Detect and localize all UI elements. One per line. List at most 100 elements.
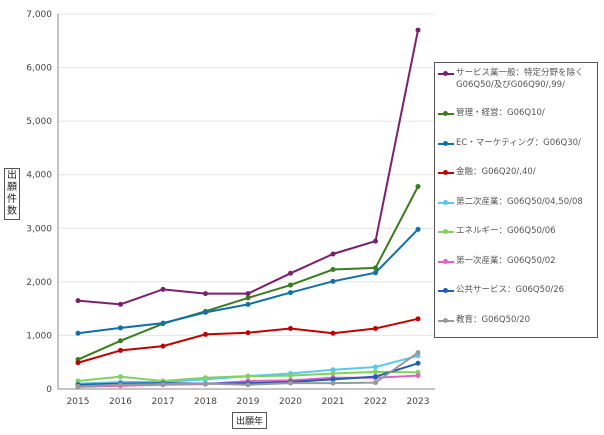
data-point xyxy=(415,373,421,379)
data-point xyxy=(118,374,123,380)
legend-swatch xyxy=(438,140,454,146)
data-point xyxy=(330,367,336,373)
data-point xyxy=(373,380,378,386)
x-tick-label: 2016 xyxy=(109,397,132,407)
data-point xyxy=(118,347,123,353)
data-point xyxy=(415,27,421,33)
data-point xyxy=(373,265,378,271)
data-point xyxy=(415,184,421,189)
legend-swatch xyxy=(438,71,454,76)
legend-label: 第二次産業：G06Q50/04,50/08 xyxy=(456,196,583,207)
y-tick-label: 0 xyxy=(46,385,52,395)
data-point xyxy=(245,373,251,379)
x-tick-label: 2015 xyxy=(67,397,90,407)
data-point xyxy=(330,278,336,284)
data-point xyxy=(75,383,81,389)
data-point xyxy=(373,325,378,331)
data-point xyxy=(160,320,166,326)
y-tick-label: 5,000 xyxy=(26,117,52,127)
data-point xyxy=(203,331,208,337)
legend-item: EC・マーケティング：G06Q30/ xyxy=(438,137,594,167)
legend-swatch xyxy=(438,317,454,323)
legend-item: 公共サービス：G06Q50/26 xyxy=(438,284,594,314)
legend-swatch xyxy=(438,229,454,234)
x-axis-label: 出願年 xyxy=(232,412,268,429)
data-point xyxy=(415,360,421,366)
legend-label: 金融：G06Q20/,40/ xyxy=(456,167,536,177)
legend-label: EC・マーケティング：G06Q30/ xyxy=(456,137,581,148)
data-point xyxy=(160,286,166,292)
legend-label: 管理・経営：G06Q10/ xyxy=(456,108,545,118)
data-point xyxy=(245,382,251,388)
legend-swatch xyxy=(438,111,454,116)
y-tick-label: 3,000 xyxy=(26,224,52,234)
legend-item: エネルギー：G06Q50/06 xyxy=(438,225,594,255)
series-line xyxy=(75,226,421,336)
data-point xyxy=(160,381,166,387)
data-point xyxy=(288,290,293,296)
x-tick-label: 2018 xyxy=(194,397,217,407)
series-line xyxy=(75,350,421,389)
legend: サービス業一般：特定分野を除くG06Q50/及びG06Q90/,99/管理・経営… xyxy=(434,62,598,338)
series-path xyxy=(77,317,419,364)
x-tick-label: 2023 xyxy=(407,397,430,407)
data-point xyxy=(118,338,123,344)
series-path xyxy=(77,228,419,335)
data-point xyxy=(245,330,251,336)
data-point xyxy=(373,374,378,380)
y-tick-label: 2,000 xyxy=(26,278,52,288)
x-tick-label: 2017 xyxy=(152,397,175,407)
data-point xyxy=(373,369,378,375)
data-point xyxy=(118,382,123,388)
x-tick-label: 2020 xyxy=(279,397,302,407)
data-point xyxy=(245,301,251,307)
data-point xyxy=(75,360,81,366)
legend-label: サービス業一般：特定分野を除くG06Q50/及びG06Q90/,99/ xyxy=(456,68,584,90)
legend-swatch xyxy=(438,288,454,293)
series-path xyxy=(77,29,419,306)
y-axis-label: 出願件数 xyxy=(4,168,20,220)
legend-label: エネルギー：G06Q50/06 xyxy=(456,226,556,236)
legend-item: 教育：G06Q50/20 xyxy=(438,314,594,344)
legend-item: 第一次産業：G06Q50/02 xyxy=(438,255,594,285)
data-point xyxy=(288,380,293,386)
legend-swatch xyxy=(438,199,454,205)
legend-label: 教育：G06Q50/20 xyxy=(456,314,531,325)
y-tick-label: 4,000 xyxy=(26,171,52,181)
data-point xyxy=(288,325,293,331)
data-point xyxy=(330,267,336,273)
data-point xyxy=(160,343,166,349)
y-tick-label: 1,000 xyxy=(26,331,52,341)
x-tick-label: 2021 xyxy=(322,397,345,407)
series-line xyxy=(75,316,421,366)
data-point xyxy=(203,375,208,381)
data-point xyxy=(75,378,81,384)
x-tick-label: 2019 xyxy=(237,397,260,407)
data-point xyxy=(373,238,378,244)
data-point xyxy=(288,373,293,379)
data-point xyxy=(245,295,251,301)
y-tick-label: 6,000 xyxy=(26,64,52,74)
data-point xyxy=(330,370,336,376)
data-point xyxy=(118,301,123,307)
legend-label: 第一次産業：G06Q50/02 xyxy=(456,255,556,266)
y-tick-label: 7,000 xyxy=(26,10,52,20)
data-point xyxy=(373,364,378,370)
data-point xyxy=(203,291,208,297)
data-point xyxy=(330,330,336,336)
data-point xyxy=(415,316,421,322)
data-point xyxy=(415,226,421,232)
data-point xyxy=(203,381,208,387)
legend-label: 公共サービス：G06Q50/26 xyxy=(456,285,565,295)
legend-swatch xyxy=(438,258,454,264)
data-point xyxy=(118,325,123,331)
legend-item: 管理・経営：G06Q10/ xyxy=(438,107,594,137)
data-point xyxy=(245,291,251,297)
data-point xyxy=(75,298,81,304)
data-point xyxy=(288,282,293,288)
data-point xyxy=(330,376,336,382)
series-line xyxy=(75,27,421,307)
x-tick-label: 2022 xyxy=(364,397,387,407)
data-point xyxy=(203,309,208,315)
